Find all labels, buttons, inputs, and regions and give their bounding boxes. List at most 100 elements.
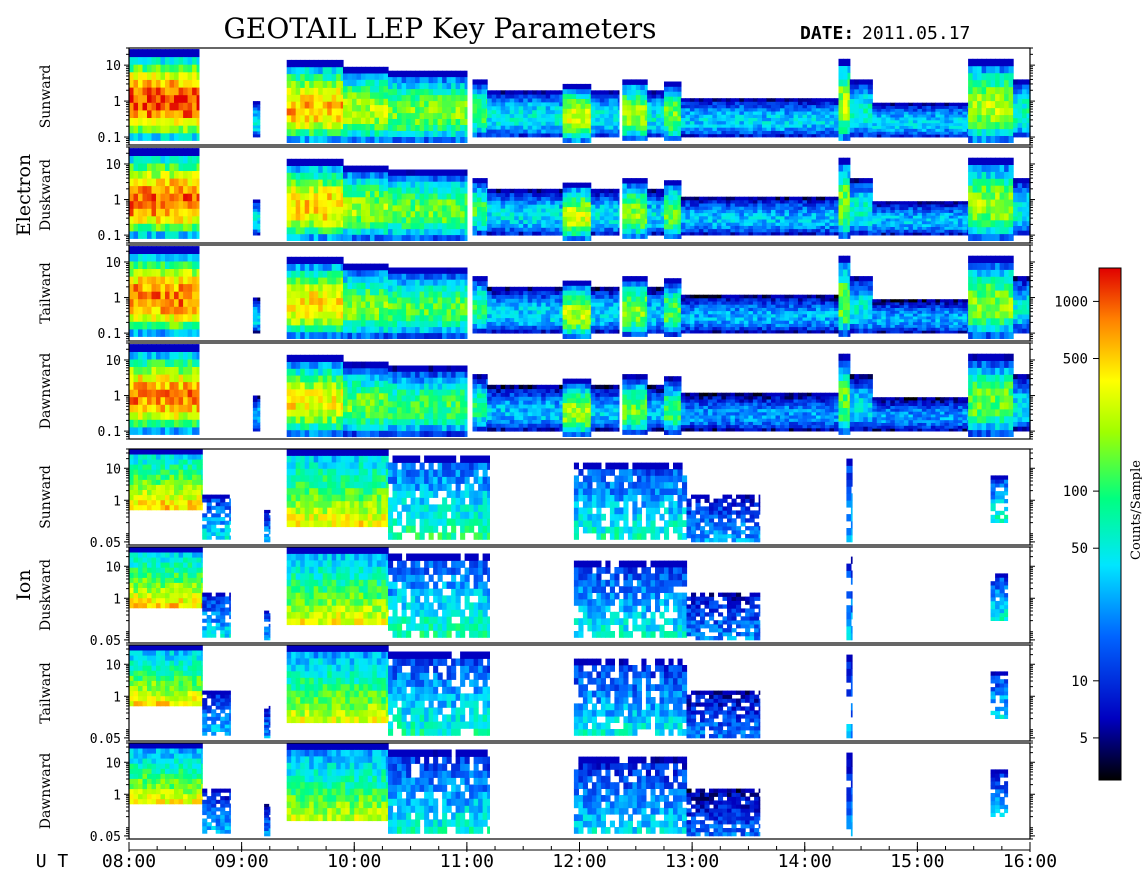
heatmap-cell [196, 276, 200, 285]
heatmap-cell [734, 127, 740, 131]
heatmap-cell [651, 102, 657, 107]
heatmap-cell [1004, 206, 1010, 214]
heatmap-cell [419, 187, 425, 194]
heatmap-cell [257, 131, 261, 135]
heatmap-cell [327, 186, 333, 194]
heatmap-cell [981, 135, 987, 143]
heatmap-cell [1008, 185, 1014, 193]
heatmap-cell [590, 204, 596, 209]
heatmap-cell [397, 222, 403, 230]
heatmap-cell [762, 130, 768, 135]
heatmap-cell [295, 135, 301, 143]
heatmap-cell [807, 209, 813, 214]
heatmap-cell [174, 200, 180, 209]
heatmap-cell [689, 199, 695, 204]
heatmap-cell [472, 220, 478, 226]
heatmap-cell [890, 212, 896, 216]
heatmap-cell [169, 125, 175, 134]
heatmap-cell [374, 117, 380, 124]
heatmap-cell [935, 134, 941, 138]
heatmap-cell [698, 196, 704, 201]
heatmap-cell [585, 132, 591, 139]
heatmap-cell [509, 219, 515, 224]
heatmap-cell [336, 233, 342, 241]
heatmap-cell [644, 89, 648, 96]
heatmap-cell [379, 263, 385, 271]
heatmap-cell [406, 228, 412, 236]
heatmap-cell [496, 223, 502, 228]
heatmap-cell [374, 98, 380, 106]
heatmap-cell [903, 218, 909, 222]
heatmap-cell [995, 206, 1001, 214]
heatmap-cell [514, 121, 520, 126]
heatmap-cell [374, 130, 380, 137]
heatmap-cell [370, 184, 376, 192]
heatmap-cell [1017, 182, 1023, 188]
heatmap-cell [514, 188, 520, 194]
heatmap-cell [647, 113, 653, 118]
heatmap-cell [257, 324, 261, 328]
heatmap-cell [509, 208, 515, 213]
heatmap-cell [748, 133, 754, 138]
heatmap-cell [757, 117, 763, 122]
heatmap-cell [160, 94, 166, 103]
heatmap-cell [486, 220, 488, 226]
heatmap-cell [464, 136, 468, 143]
heatmap-cell [680, 107, 686, 112]
heatmap-cell [347, 282, 353, 290]
heatmap-cell [451, 136, 457, 143]
heatmap-cell [562, 118, 568, 124]
heatmap-cell [300, 233, 306, 241]
heatmap-cell [347, 301, 353, 308]
heatmap-cell [1017, 79, 1023, 85]
heatmap-cell [986, 233, 992, 241]
heatmap-cell [318, 206, 324, 214]
heatmap-cell [151, 155, 157, 164]
heatmap-cell [734, 98, 740, 102]
heatmap-cell [138, 291, 144, 300]
heatmap-cell [843, 65, 849, 73]
heatmap-cell [352, 171, 358, 179]
heatmap-cell [352, 215, 358, 223]
heatmap-cell [1008, 128, 1014, 136]
heatmap-cell [174, 321, 180, 330]
heatmap-cell [972, 206, 978, 214]
heatmap-cell [977, 93, 983, 102]
heatmap-cell [147, 215, 153, 224]
heatmap-cell [780, 127, 786, 131]
heatmap-cell [707, 206, 713, 210]
heatmap-cell [304, 135, 310, 143]
heatmap-cell [730, 219, 736, 223]
heatmap-cell [734, 209, 740, 214]
heatmap-cell [664, 130, 670, 136]
heatmap-cell [151, 208, 157, 217]
heatmap-cell [174, 64, 180, 73]
heatmap-cell [962, 212, 968, 216]
heatmap-cell [505, 227, 511, 232]
heatmap-cell [863, 98, 869, 104]
heatmap-cell [487, 200, 493, 205]
heatmap-cell [712, 111, 718, 115]
heatmap-cell [595, 125, 601, 130]
heatmap-cell [680, 222, 686, 226]
heatmap-cell [903, 223, 909, 227]
heatmap-cell [559, 121, 564, 126]
heatmap-cell [472, 178, 478, 184]
heatmap-cell [580, 83, 586, 90]
heatmap-cell [656, 121, 662, 126]
heatmap-cell [156, 117, 162, 126]
heatmap-cell [590, 113, 596, 118]
heatmap-cell [486, 201, 488, 207]
heatmap-cell [437, 130, 443, 137]
heatmap-cell [541, 129, 547, 134]
heatmap-cell [318, 73, 324, 81]
heatmap-cell [957, 125, 963, 129]
heatmap-cell [894, 218, 900, 222]
heatmap-cell [257, 101, 261, 105]
heatmap-cell [500, 121, 506, 126]
heatmap-cell [383, 307, 389, 315]
heatmap-cell [585, 216, 591, 222]
heatmap-cell [361, 301, 367, 308]
heatmap-cell [944, 102, 950, 106]
heatmap-cell [576, 88, 582, 95]
